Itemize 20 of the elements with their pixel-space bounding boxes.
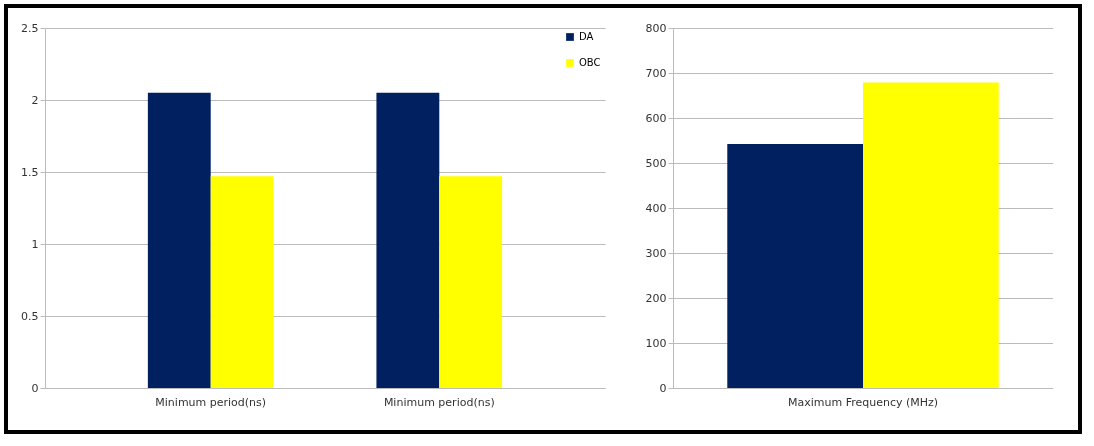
y-tick-label: 100 <box>645 336 667 350</box>
y-tick-label: 0 <box>31 381 39 395</box>
x-tick-label: Maximum Frequency (MHz) <box>787 395 939 409</box>
y-tick-label: 300 <box>645 246 667 260</box>
y-tick-label: 2 <box>31 93 39 107</box>
y-tick-label: 2.5 <box>21 21 39 35</box>
y-tick-label: 200 <box>645 291 667 305</box>
y-tick-label: 0.5 <box>21 309 39 323</box>
x-tick-label: Minimum period(ns) <box>383 395 495 409</box>
y-tick-label: 1.5 <box>21 165 39 179</box>
y-tick-label: 1 <box>31 237 39 251</box>
y-tick-label: 800 <box>645 21 667 35</box>
y-tick-label: 500 <box>645 156 667 170</box>
y-tick-label: 700 <box>645 66 667 80</box>
legend-label: OBC <box>579 57 601 68</box>
x-tick-label: Minimum period(ns) <box>155 395 267 409</box>
y-tick-label: 600 <box>645 111 667 125</box>
y-tick-label: 400 <box>645 201 667 215</box>
legend-label: DA <box>579 31 594 42</box>
y-tick-label: 0 <box>659 381 667 395</box>
